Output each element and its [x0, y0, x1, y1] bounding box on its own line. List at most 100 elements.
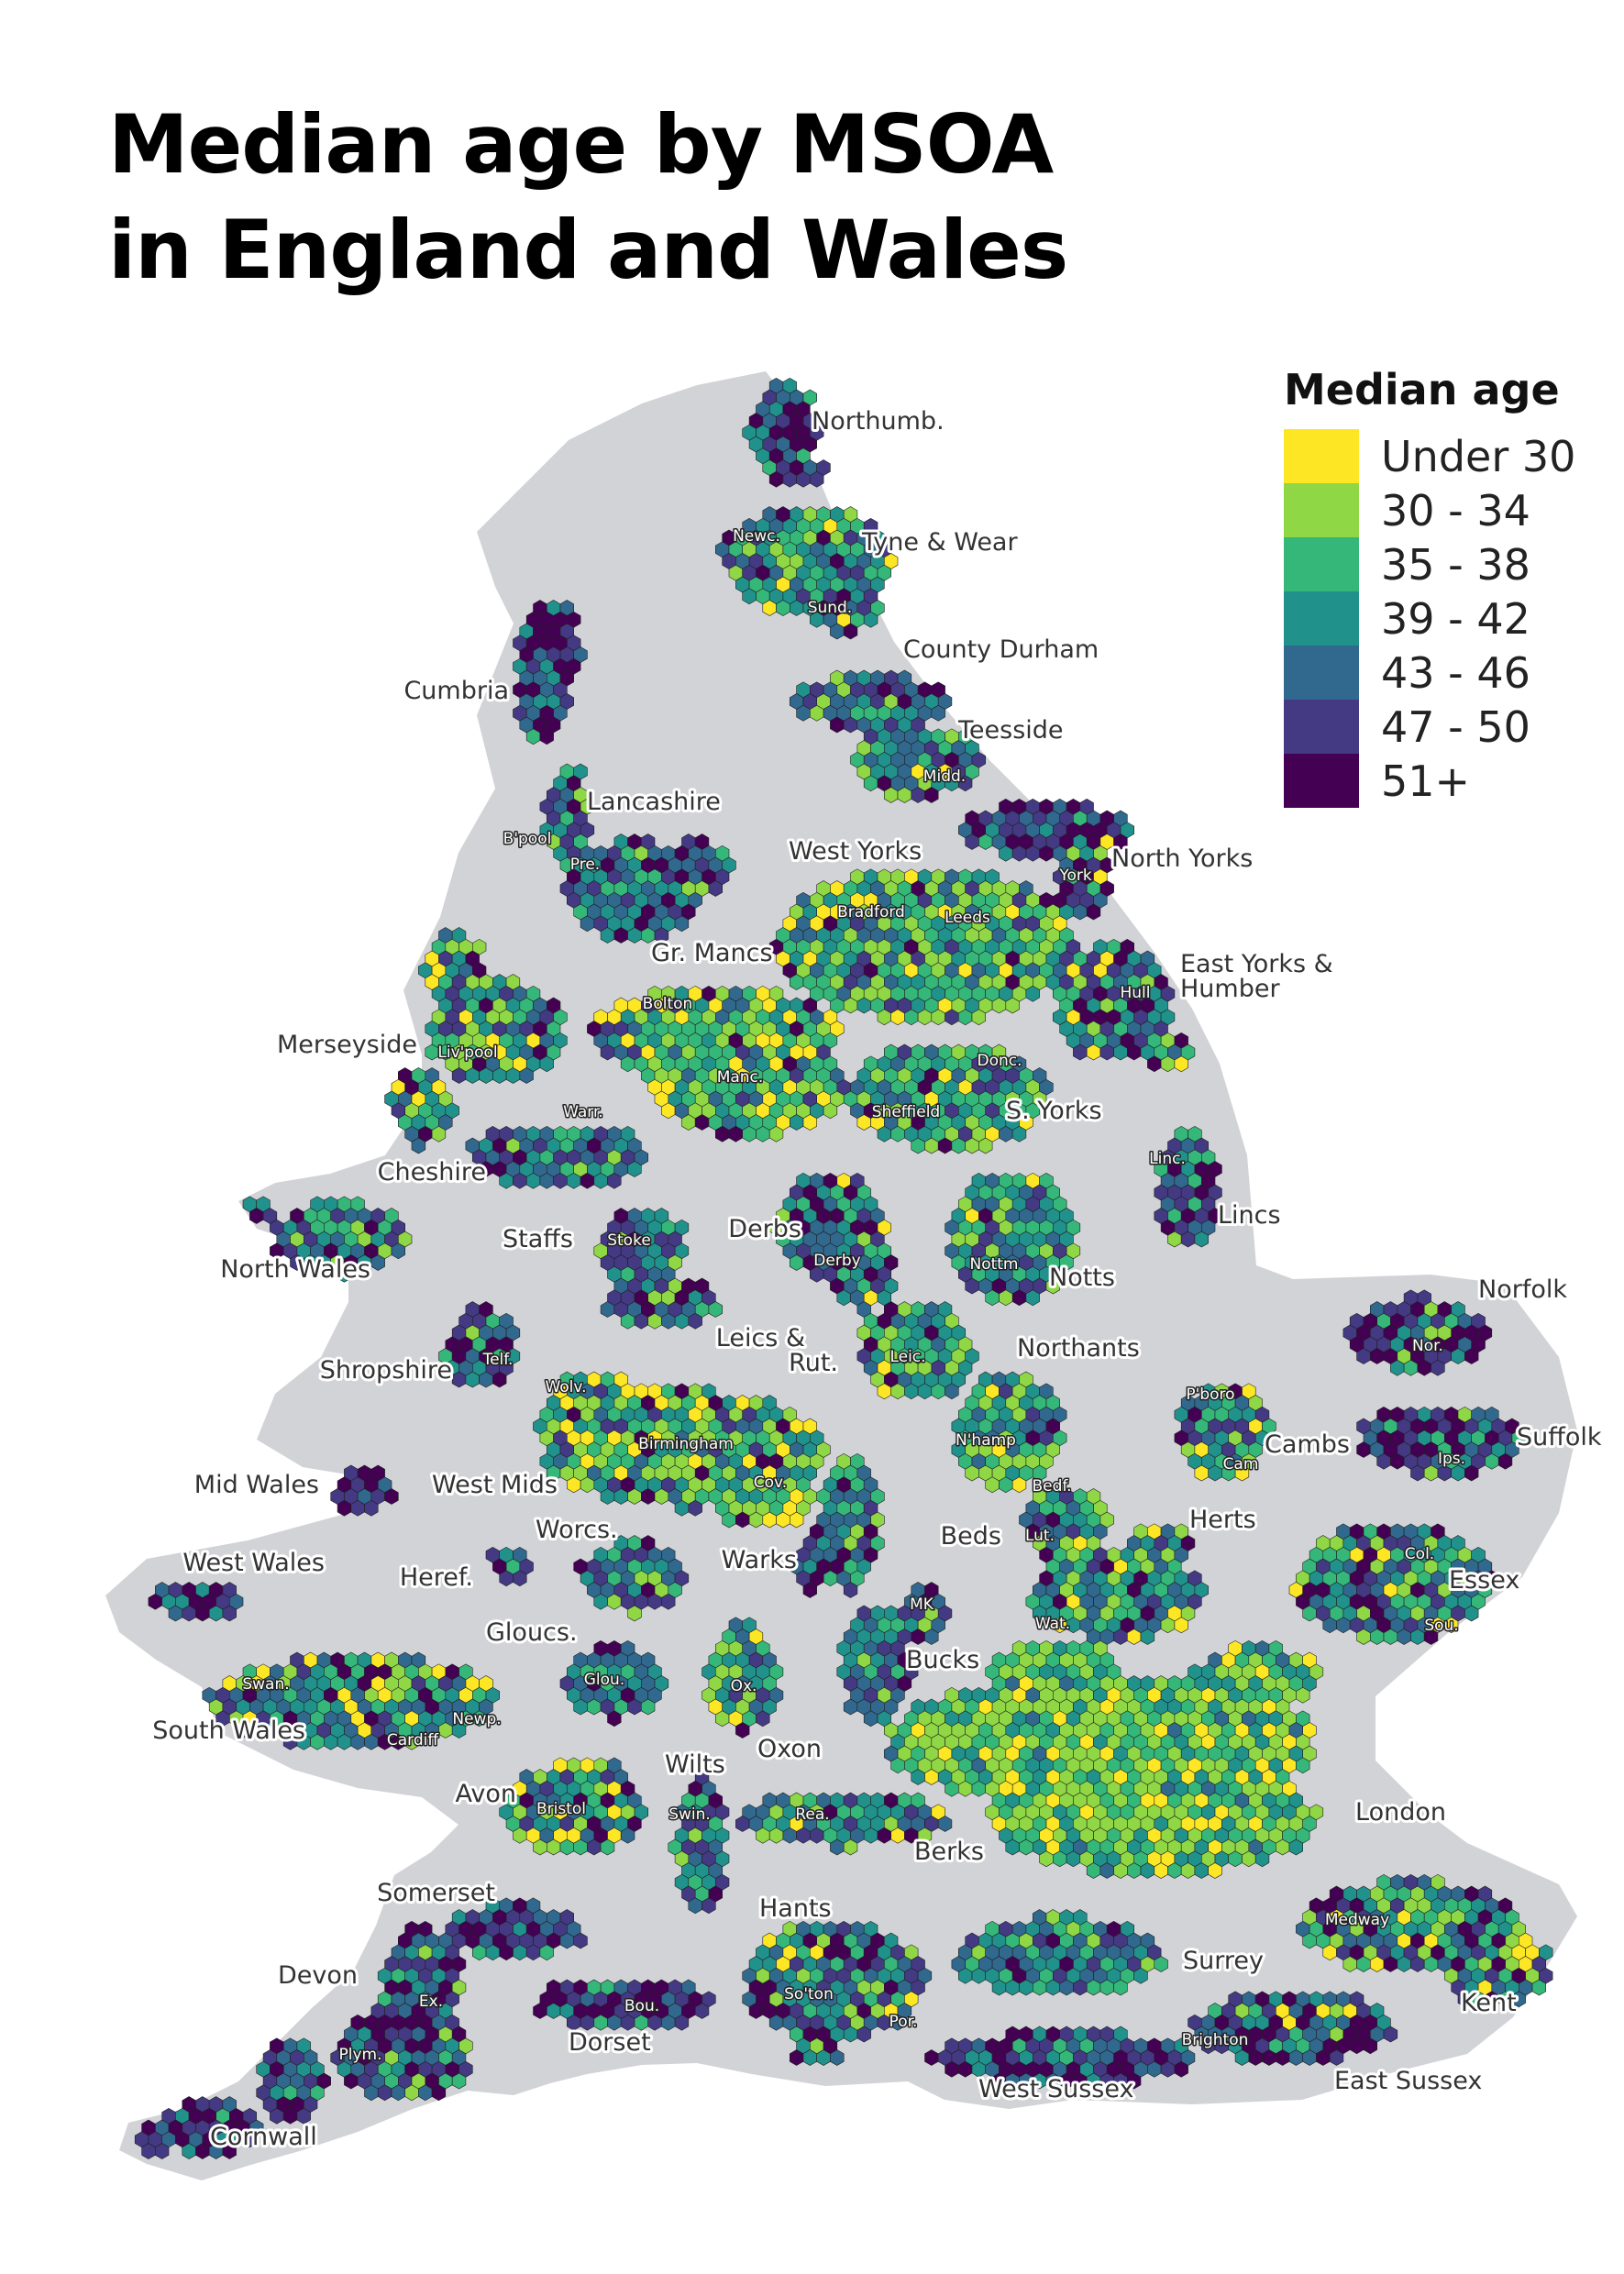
region-label: Suffolk — [1517, 1423, 1602, 1452]
city-label: Wat. — [1035, 1615, 1070, 1633]
msoa-hex — [843, 623, 858, 640]
msoa-hex — [654, 927, 669, 944]
city-label: Pre. — [570, 856, 600, 874]
region-label: Berks — [914, 1838, 984, 1866]
legend-title: Median age — [1284, 365, 1560, 414]
region-label: Gloucs. — [486, 1618, 578, 1647]
region-label: Hants — [759, 1894, 832, 1923]
region-label: Merseyside — [277, 1031, 417, 1059]
region-label: North Wales — [220, 1255, 370, 1284]
city-label: Medway — [1325, 1911, 1389, 1929]
region-label: Somerset — [377, 1879, 495, 1907]
region-label: Beds — [941, 1522, 1001, 1551]
region-label: East Sussex — [1334, 2067, 1482, 2095]
city-label: Hull — [1120, 984, 1150, 1002]
region-label: Lancashire — [587, 788, 721, 816]
legend-swatch — [1284, 591, 1359, 646]
region-label: Northumb. — [812, 407, 945, 436]
region-label: Mid Wales — [194, 1471, 319, 1499]
region-label: Norfolk — [1478, 1275, 1567, 1304]
region-label: West Mids — [432, 1471, 558, 1499]
region-label: North Yorks — [1111, 844, 1253, 873]
legend-item: 35 - 38 — [1284, 537, 1596, 591]
region-label: Warks — [722, 1546, 797, 1574]
city-label: Ex. — [419, 1993, 443, 2011]
region-label: Kent — [1461, 1989, 1517, 2017]
city-label: Bedf. — [1032, 1477, 1071, 1496]
city-label: So'ton — [784, 1985, 834, 2004]
map-title: Median age by MSOA in England and Wales — [108, 92, 1209, 303]
region-label: Staffs — [503, 1225, 573, 1253]
region-label: Shropshire — [320, 1356, 452, 1385]
region-label: Lincs — [1218, 1201, 1281, 1230]
city-label: MK — [910, 1595, 934, 1614]
region-label: Dorset — [569, 2028, 651, 2057]
region-label: Notts — [1049, 1264, 1115, 1292]
city-label: Bradford — [837, 903, 905, 922]
legend-swatch — [1284, 700, 1359, 754]
legend-swatch — [1284, 646, 1359, 700]
city-label: Cov. — [754, 1474, 787, 1492]
region-label: Cambs — [1265, 1430, 1350, 1459]
legend-label: 51+ — [1381, 756, 1471, 806]
msoa-hex — [810, 470, 824, 488]
region-label: Devon — [278, 1961, 358, 1990]
region-label: Wilts — [665, 1750, 725, 1779]
city-label: Glou. — [584, 1671, 624, 1689]
city-label: Ox. — [731, 1677, 757, 1695]
region-label: Gr. Mancs — [651, 939, 773, 967]
city-label: Sheffield — [872, 1103, 940, 1121]
legend-label: 47 - 50 — [1381, 701, 1530, 752]
region-label: West Yorks — [789, 837, 922, 866]
region-label: Cornwall — [210, 2123, 317, 2151]
msoa-hex — [958, 775, 973, 792]
legend-label: 35 - 38 — [1381, 539, 1530, 590]
city-label: Bolton — [643, 995, 693, 1013]
city-label: Lut. — [1025, 1527, 1055, 1545]
legend-label: 43 - 46 — [1381, 647, 1530, 698]
city-label: Manc. — [717, 1068, 764, 1087]
legend-item: 47 - 50 — [1284, 700, 1596, 754]
city-label: Bristol — [536, 1800, 586, 1818]
city-label: Brighton — [1182, 2031, 1249, 2049]
city-label: Bou. — [624, 1997, 659, 2015]
legend-item: 51+ — [1284, 754, 1596, 808]
region-label: Oxon — [757, 1735, 822, 1763]
region-label: Derbs — [728, 1215, 801, 1243]
region-label: Heref. — [400, 1563, 473, 1592]
region-label: West Sussex — [978, 2075, 1133, 2103]
city-label: Nor. — [1412, 1337, 1443, 1355]
city-label: Leic. — [889, 1348, 925, 1366]
region-label: Teesside — [957, 716, 1064, 745]
city-label: Birmingham — [638, 1435, 734, 1453]
city-label: P'boro — [1186, 1385, 1234, 1404]
city-label: B'pool — [503, 830, 552, 848]
region-label: Herts — [1189, 1506, 1256, 1534]
city-label: Newp. — [452, 1710, 501, 1728]
legend-label: Under 30 — [1381, 431, 1576, 481]
region-label: London — [1355, 1798, 1446, 1827]
legend-item: Under 30 — [1284, 429, 1596, 483]
legend-swatch — [1284, 754, 1359, 808]
legend-item: 39 - 42 — [1284, 591, 1596, 646]
city-label: Midd. — [923, 767, 966, 786]
region-label: Worcs. — [536, 1516, 618, 1544]
city-label: Linc. — [1149, 1150, 1186, 1168]
legend-label: 30 - 34 — [1381, 485, 1530, 535]
city-label: Derby — [813, 1252, 860, 1270]
title-line-2: in England and Wales — [108, 203, 1068, 297]
region-label: Cheshire — [378, 1158, 486, 1187]
msoa-hex — [539, 728, 554, 745]
city-label: Warr. — [563, 1103, 603, 1121]
city-label: Col. — [1405, 1545, 1434, 1563]
msoa-hex — [708, 880, 723, 897]
msoa-hex — [931, 704, 945, 722]
city-label: N'hamp — [956, 1431, 1016, 1450]
city-label: Newc. — [733, 527, 780, 546]
hex-cells — [134, 377, 1553, 2159]
city-label: Sou. — [1424, 1617, 1458, 1635]
region-label: South Wales — [152, 1717, 305, 1745]
city-label: York — [1058, 867, 1092, 885]
legend-swatch — [1284, 429, 1359, 483]
city-label: Nottm — [969, 1255, 1018, 1274]
